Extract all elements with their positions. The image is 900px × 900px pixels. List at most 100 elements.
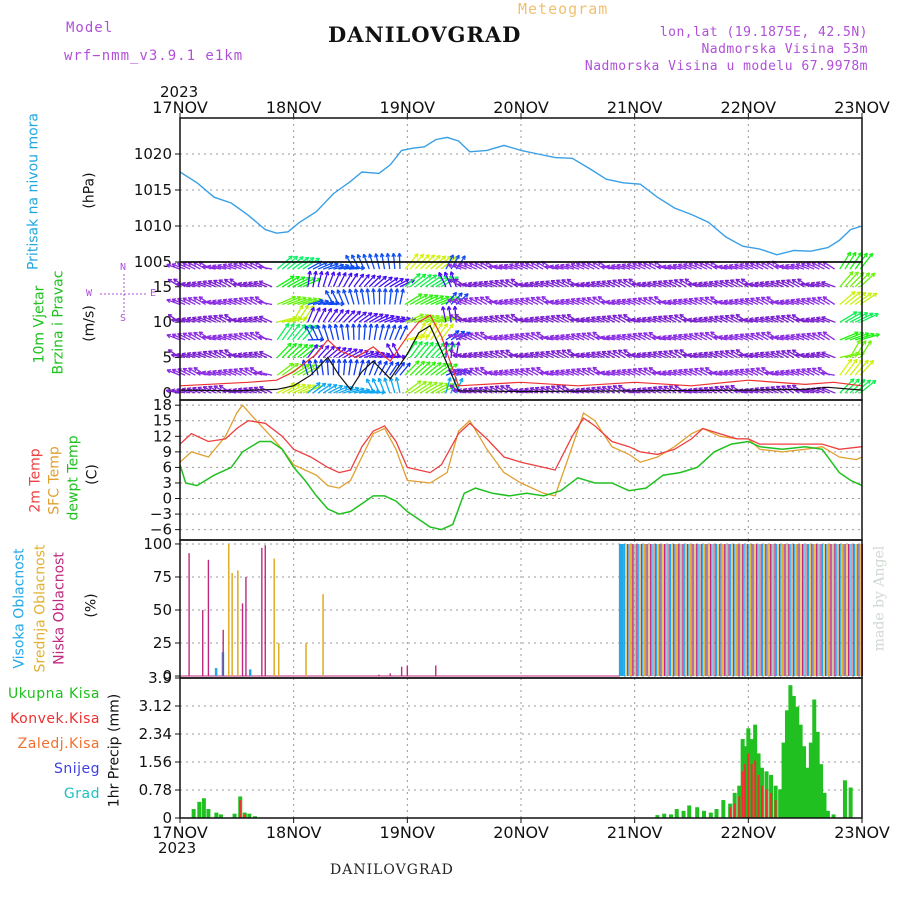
wind-arrow	[409, 341, 423, 358]
wind-arrow	[549, 370, 564, 376]
wind-arrow	[616, 334, 631, 341]
wind-arrow-head	[549, 300, 554, 305]
wind-arrow-head	[289, 362, 294, 365]
wind-arrow-head	[474, 332, 478, 337]
wind-arrow-head	[233, 333, 237, 338]
wind-arrow	[419, 322, 432, 341]
wind-arrow-head	[493, 265, 498, 269]
wind-arrow-head	[494, 315, 498, 320]
wind-arrow-head	[452, 291, 457, 295]
wind-arrow	[197, 316, 211, 323]
wind-arrow	[438, 272, 447, 288]
wind-arrow	[810, 352, 825, 359]
wind-arrow-head	[786, 279, 790, 284]
wind-arrow	[790, 264, 805, 270]
wind-arrow	[765, 281, 779, 288]
wind-arrow	[560, 299, 575, 306]
wind-arrow-head	[549, 335, 554, 340]
precip-total-bar	[695, 807, 700, 818]
wind-arrow	[453, 298, 467, 306]
wind-arrow-head	[570, 263, 575, 268]
wind-arrow-head	[800, 353, 805, 358]
x-tick-label-top: 23NOV	[834, 98, 890, 117]
wind-arrow-head	[718, 371, 723, 375]
wind-arrow	[642, 282, 656, 288]
wind-arrow	[570, 263, 585, 270]
wind-arrow	[678, 334, 692, 341]
wind-arrow	[849, 339, 861, 358]
wind-arrow-head	[365, 359, 370, 364]
wind-arrow	[556, 279, 570, 288]
wind-arrow-head	[755, 297, 759, 302]
precip-total-bar	[232, 813, 237, 818]
wind-arrow-head	[258, 280, 263, 285]
wind-arrow-head	[430, 254, 435, 257]
precip-total-bar	[819, 764, 824, 818]
wind-speed-line	[179, 324, 863, 393]
wind-arrow-head	[739, 263, 743, 268]
wind-arrow-head	[530, 261, 534, 266]
wind-arrow-head	[519, 263, 524, 267]
wind-arrow	[394, 278, 410, 288]
wind-arrow-head	[468, 262, 473, 267]
wind-arrow-head	[801, 298, 805, 303]
wind-arrow-head	[544, 301, 549, 305]
wind-arrow-head	[611, 265, 615, 269]
wind-arrow-head	[356, 323, 360, 328]
wind-arrow	[498, 370, 513, 376]
wind-arrow	[384, 361, 394, 376]
wind-arrow-head	[307, 270, 311, 275]
wind-arrow	[596, 316, 610, 323]
wind-arrow	[780, 335, 794, 341]
wind-arrow	[276, 342, 292, 358]
wind-arrow-head	[734, 334, 738, 339]
wind-arrow-head	[474, 261, 478, 266]
wind-arrow-head	[394, 288, 398, 293]
wind-arrow	[560, 334, 575, 341]
wind-arrow	[368, 313, 384, 323]
wind-arrow-head	[327, 307, 332, 312]
wind-arrow-head	[662, 265, 666, 270]
wind-arrow-head	[698, 317, 702, 322]
wind-arrow-head	[739, 333, 744, 338]
wind-arrow	[348, 359, 352, 376]
wind-arrow-head	[657, 280, 662, 285]
wind-arrow	[817, 261, 830, 270]
wind-arrow-head	[298, 343, 303, 346]
wind-arrow	[237, 353, 252, 359]
wind-arrow-head	[642, 262, 647, 267]
wind-arrow-head	[535, 296, 539, 301]
wind-arrow	[218, 279, 232, 288]
wind-arrow	[453, 263, 467, 270]
wind-arrow	[379, 354, 396, 359]
wind-arrow-head	[667, 370, 672, 375]
wind-arrow-head	[462, 283, 467, 287]
wind-arrow-head	[176, 353, 181, 358]
wind-arrow-head	[795, 298, 800, 303]
wind-arrow-head	[605, 336, 610, 340]
x-tick-label-bottom: 20NOV	[493, 823, 549, 842]
wind-arrow	[172, 368, 186, 376]
wind-arrow-head	[368, 323, 372, 328]
wind-arrow	[358, 274, 370, 288]
wind-arrow-head	[258, 351, 263, 356]
wind-arrow-head	[554, 335, 559, 339]
wind-arrow-head	[688, 263, 692, 268]
wind-arrow-head	[242, 317, 247, 322]
wind-arrow	[744, 298, 759, 306]
wind-arrow	[849, 312, 869, 323]
wind-arrow-head	[391, 324, 396, 328]
wind-arrow-head	[473, 282, 477, 286]
wind-arrow-head	[754, 317, 759, 322]
wind-arrow-head	[795, 369, 800, 374]
precip-total-bar	[791, 695, 796, 818]
wind-arrow-head	[233, 263, 237, 268]
wind-arrow-head	[652, 281, 656, 286]
wind-arrow-head	[166, 369, 171, 374]
wind-arrow	[468, 352, 482, 359]
model-label: Model	[66, 20, 114, 36]
wind-arrow	[469, 262, 483, 270]
temperature-ytick-label: 0	[162, 490, 172, 508]
wind-arrow-head	[432, 274, 437, 277]
wind-arrow	[524, 282, 539, 288]
